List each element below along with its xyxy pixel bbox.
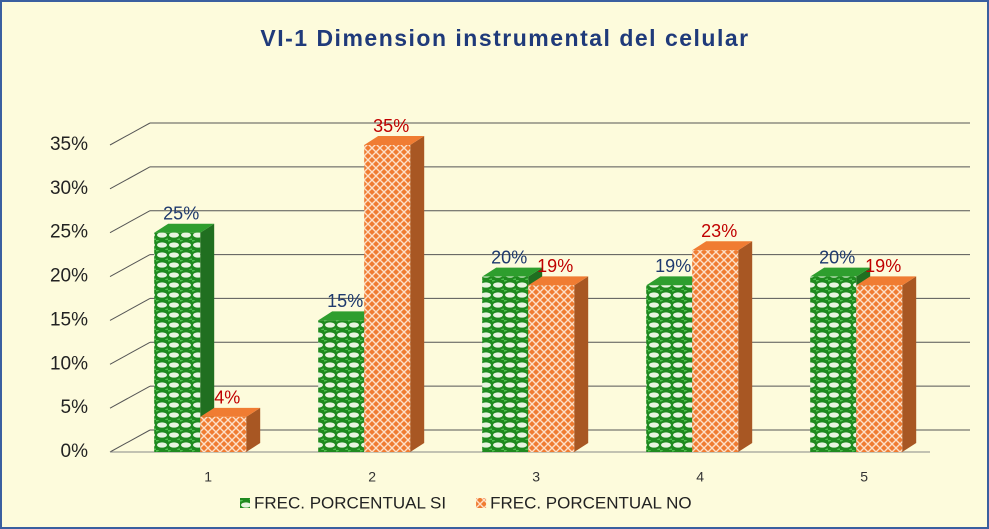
grid-line — [109, 297, 151, 321]
bar-top — [200, 407, 261, 417]
data-label: 25% — [163, 203, 199, 223]
bar-side — [738, 241, 753, 452]
bar-side — [902, 276, 917, 452]
bar — [856, 285, 903, 452]
x-tick-label: 2 — [368, 469, 376, 485]
legend: FREC. PORCENTUAL SI FREC. PORCENTUAL NO — [240, 493, 692, 512]
bar-top — [528, 276, 589, 286]
y-tick-label: 10% — [50, 353, 88, 374]
data-label: 19% — [655, 256, 691, 276]
x-tick-label: 4 — [696, 469, 704, 485]
bar-top — [482, 267, 543, 277]
grid-line — [109, 254, 151, 278]
legend-swatch — [476, 498, 487, 508]
bar-side — [574, 276, 589, 452]
data-label: 20% — [491, 247, 527, 267]
data-label: 23% — [701, 221, 737, 241]
bar — [528, 285, 575, 452]
legend-label: FREC. PORCENTUAL SI — [254, 493, 446, 512]
bar-top — [692, 241, 753, 251]
data-label: 4% — [214, 388, 240, 408]
grid-line — [109, 210, 151, 234]
grid-line — [109, 122, 151, 146]
bar — [692, 250, 739, 452]
x-tick-label: 5 — [860, 469, 868, 485]
bar — [154, 232, 201, 452]
bar-side — [200, 223, 215, 452]
bar-side — [410, 136, 425, 452]
grid-line — [109, 429, 151, 453]
bar — [318, 320, 365, 452]
y-tick-label: 25% — [50, 222, 88, 243]
data-label: 20% — [819, 247, 855, 267]
grid-line — [109, 341, 151, 365]
bar-side — [246, 407, 261, 452]
bar-top — [810, 267, 871, 277]
data-label: 15% — [327, 291, 363, 311]
bar — [364, 145, 411, 452]
x-tick-label: 1 — [204, 469, 212, 485]
bar — [200, 416, 247, 452]
legend-label: FREC. PORCENTUAL NO — [490, 493, 692, 512]
y-tick-label: 0% — [61, 441, 89, 462]
y-tick-label: 35% — [50, 134, 88, 155]
bar-top — [364, 136, 425, 145]
chart-title: VI-1 Dimension instrumental del celular — [260, 25, 749, 51]
y-tick-label: 20% — [50, 266, 88, 287]
bar — [810, 276, 857, 452]
bar-top — [318, 311, 379, 321]
bar-top — [646, 276, 707, 286]
bar — [482, 276, 529, 452]
data-label: 35% — [373, 116, 409, 136]
bar-top — [154, 223, 215, 233]
y-tick-label: 5% — [61, 397, 89, 418]
y-tick-label: 15% — [50, 309, 88, 330]
data-label: 19% — [537, 256, 573, 276]
bar — [646, 285, 693, 452]
data-label: 19% — [865, 256, 901, 276]
grid-line — [109, 166, 151, 190]
y-tick-label: 30% — [50, 178, 88, 199]
legend-swatch — [240, 498, 250, 508]
bar-top — [856, 276, 917, 286]
x-tick-label: 3 — [532, 469, 540, 485]
grid-line — [109, 385, 151, 409]
